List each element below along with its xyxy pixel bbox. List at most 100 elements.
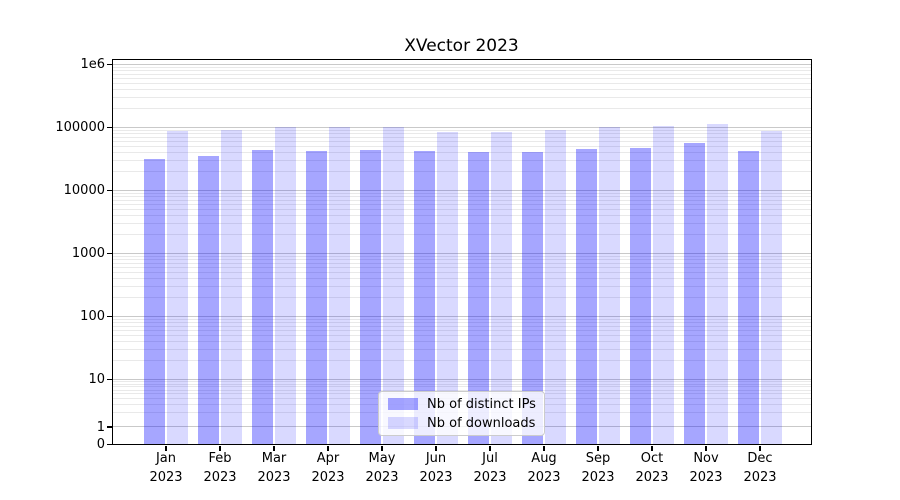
gridline-minor xyxy=(113,256,811,258)
bar-distinct-ips-oct xyxy=(630,147,651,444)
bar-distinct-ips-jan xyxy=(144,158,165,444)
x-tick-label-may: May 2023 xyxy=(365,451,399,485)
legend-label-downloads: Nb of downloads xyxy=(427,415,536,431)
gridline-minor xyxy=(113,267,811,269)
gridline-major xyxy=(113,316,811,318)
gridline-minor xyxy=(113,272,811,274)
gridline-minor xyxy=(113,297,811,299)
x-tick-label-apr: Apr 2023 xyxy=(311,451,345,485)
gridline-major xyxy=(113,190,811,192)
bar-distinct-ips-sep xyxy=(576,148,597,444)
legend-swatch-downloads xyxy=(388,417,418,429)
bar-downloads-dec xyxy=(761,131,782,444)
gridline-minor xyxy=(113,234,811,236)
y-tick-label: 10 xyxy=(88,372,105,388)
x-tick-label-oct: Oct 2023 xyxy=(635,451,669,485)
gridline-minor xyxy=(113,330,811,332)
bar-downloads-jun xyxy=(437,131,458,444)
bar-downloads-nov xyxy=(707,123,728,444)
gridline-minor xyxy=(113,141,811,143)
x-tick-label-dec: Dec 2023 xyxy=(743,451,777,485)
bar-downloads-aug xyxy=(545,129,566,444)
x-tick-mark xyxy=(489,445,491,451)
gridline-minor xyxy=(113,108,811,110)
gridline-minor xyxy=(113,322,811,324)
x-tick-label-jan: Jan 2023 xyxy=(149,451,183,485)
y-tick-mark xyxy=(107,190,112,192)
gridline-minor xyxy=(113,386,811,388)
gridline-minor xyxy=(113,97,811,99)
x-tick-label-feb: Feb 2023 xyxy=(203,451,237,485)
gridline-minor xyxy=(113,383,811,385)
gridline-minor xyxy=(113,199,811,201)
gridline-minor xyxy=(113,89,811,91)
gridline-minor xyxy=(113,78,811,80)
x-tick-mark xyxy=(597,445,599,451)
x-tick-label-sep: Sep 2023 xyxy=(581,451,615,485)
bar-distinct-ips-apr xyxy=(306,150,327,444)
x-tick-label-jun: Jun 2023 xyxy=(419,451,453,485)
y-tick-mark xyxy=(107,127,112,129)
x-tick-mark xyxy=(759,445,761,451)
legend-row: Nb of downloads xyxy=(388,416,536,431)
legend: Nb of distinct IPs Nb of downloads xyxy=(378,391,545,436)
x-tick-mark xyxy=(543,445,545,451)
gridline-minor xyxy=(113,152,811,154)
y-tick-label: 100 xyxy=(80,309,105,325)
gridline-major xyxy=(113,64,811,66)
bar-distinct-ips-jun xyxy=(414,151,435,444)
x-tick-mark xyxy=(165,445,167,451)
y-tick-label: 10000 xyxy=(63,183,105,199)
gridline-minor xyxy=(113,136,811,138)
x-tick-label-jul: Jul 2023 xyxy=(473,451,507,485)
y-tick-mark xyxy=(107,64,112,66)
gridline-minor xyxy=(113,341,811,343)
gridline-minor xyxy=(113,193,811,195)
y-tick-mark xyxy=(107,426,112,428)
y-tick-mark xyxy=(107,379,112,381)
x-tick-mark xyxy=(651,445,653,451)
y-tick-mark xyxy=(107,443,112,445)
bar-downloads-jan xyxy=(167,130,188,444)
bar-downloads-apr xyxy=(329,127,350,444)
bar-distinct-ips-mar xyxy=(252,150,273,444)
x-tick-label-nov: Nov 2023 xyxy=(689,451,723,485)
gridline-minor xyxy=(113,67,811,69)
bar-downloads-jul xyxy=(491,132,512,444)
y-tick-label: 0 xyxy=(96,436,105,452)
bar-distinct-ips-jul xyxy=(468,152,489,444)
gridline-minor xyxy=(113,286,811,288)
bar-downloads-may xyxy=(383,126,404,444)
bar-distinct-ips-aug xyxy=(522,152,543,444)
bar-distinct-ips-feb xyxy=(198,155,219,444)
gridline-minor xyxy=(113,171,811,173)
legend-label-distinct-ips: Nb of distinct IPs xyxy=(427,396,536,412)
y-tick-mark xyxy=(107,316,112,318)
gridline-minor xyxy=(113,146,811,148)
gridline-minor xyxy=(113,278,811,280)
gridline-minor xyxy=(113,196,811,198)
bar-distinct-ips-may xyxy=(360,150,381,444)
x-tick-mark xyxy=(705,445,707,451)
x-tick-label-mar: Mar 2023 xyxy=(257,451,291,485)
gridline-minor xyxy=(113,381,811,383)
gridline-minor xyxy=(113,319,811,321)
gridline-minor xyxy=(113,223,811,225)
gridline-minor xyxy=(113,262,811,264)
x-tick-mark xyxy=(435,445,437,451)
gridline-minor xyxy=(113,133,811,135)
bar-downloads-sep xyxy=(599,126,620,444)
gridline-minor xyxy=(113,389,811,391)
y-tick-mark xyxy=(107,253,112,255)
y-tick-label: 1000 xyxy=(71,246,105,262)
gridline-minor xyxy=(113,73,811,75)
y-tick-label: 1e6 xyxy=(80,57,105,73)
gridline-minor xyxy=(113,160,811,162)
gridline-minor xyxy=(113,130,811,132)
gridline-major xyxy=(113,127,811,129)
gridline-minor xyxy=(113,360,811,362)
gridline-minor xyxy=(113,335,811,337)
bar-downloads-mar xyxy=(275,126,296,444)
gridline-minor xyxy=(113,259,811,261)
